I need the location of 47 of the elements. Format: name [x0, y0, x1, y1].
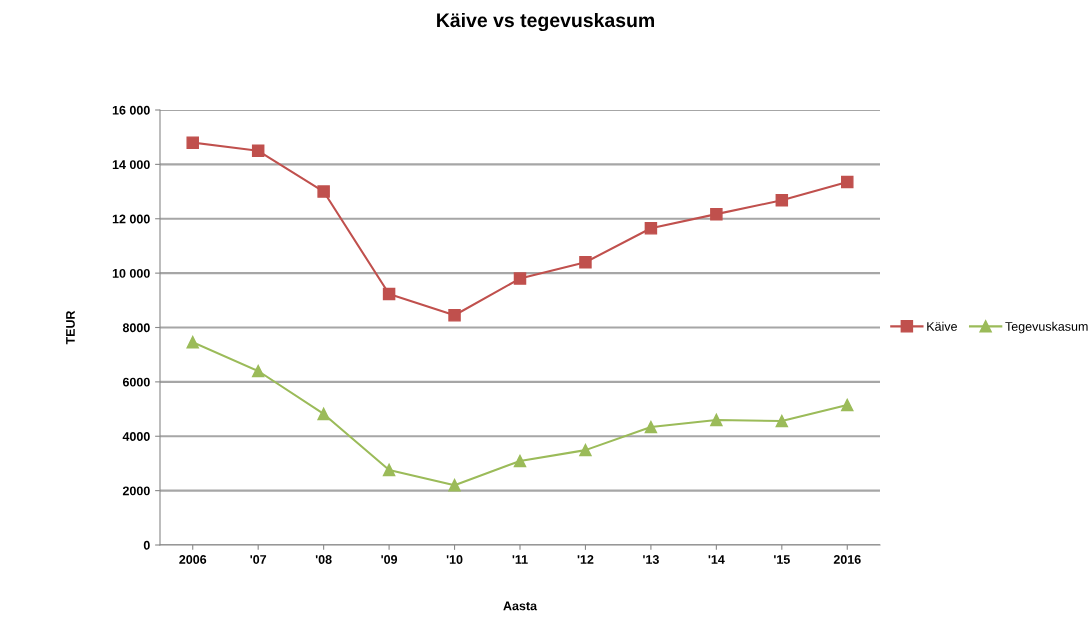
point — [775, 414, 789, 428]
x-tick-label: 2016 — [833, 555, 861, 564]
x-tick-label: '12 — [577, 555, 594, 564]
y-tick-label: 16 000 — [112, 105, 150, 115]
point — [710, 413, 723, 427]
legend-label: Tegevuskasum — [1005, 321, 1088, 334]
point — [186, 136, 199, 149]
x-tick-label: '15 — [774, 555, 790, 564]
x-tick-label: '07 — [250, 555, 267, 564]
y-tick-label: 14 000 — [112, 160, 150, 170]
point — [644, 420, 658, 434]
x-tick-label: '08 — [315, 555, 332, 564]
point — [513, 454, 527, 468]
point — [317, 185, 330, 198]
y-tick-label: 0 — [143, 540, 150, 550]
point — [841, 398, 854, 412]
y-tick-label: 6000 — [122, 377, 150, 387]
point — [841, 175, 854, 189]
point — [382, 287, 396, 301]
point — [251, 364, 265, 378]
point — [710, 207, 723, 221]
x-tick-label: 2006 — [179, 555, 207, 564]
point — [448, 478, 461, 492]
point — [448, 309, 461, 322]
point — [382, 463, 396, 477]
x-tick-label: '09 — [381, 555, 398, 564]
y-tick-label: 12 000 — [112, 214, 150, 224]
point — [186, 335, 199, 349]
legend-label: Käive — [927, 321, 957, 331]
point — [644, 222, 658, 235]
point — [579, 255, 592, 269]
y-tick-label: 10 000 — [112, 268, 150, 278]
x-tick-label: '13 — [643, 555, 659, 564]
chart-title: Käive vs tegevuskasum — [437, 12, 655, 32]
point — [775, 194, 789, 207]
point — [317, 407, 330, 421]
y-tick-label: 4000 — [122, 432, 150, 441]
point — [251, 144, 265, 158]
point — [579, 443, 592, 457]
x-axis-title: Aasta — [503, 601, 538, 611]
x-tick-label: '14 — [708, 555, 725, 564]
y-tick-label: 2000 — [122, 486, 150, 496]
point — [513, 272, 527, 285]
y-tick-label: 8000 — [122, 323, 150, 333]
x-tick-label: '10 — [446, 555, 463, 564]
x-tick-label: '11 — [512, 555, 528, 564]
y-axis-title: TEUR — [66, 310, 75, 345]
